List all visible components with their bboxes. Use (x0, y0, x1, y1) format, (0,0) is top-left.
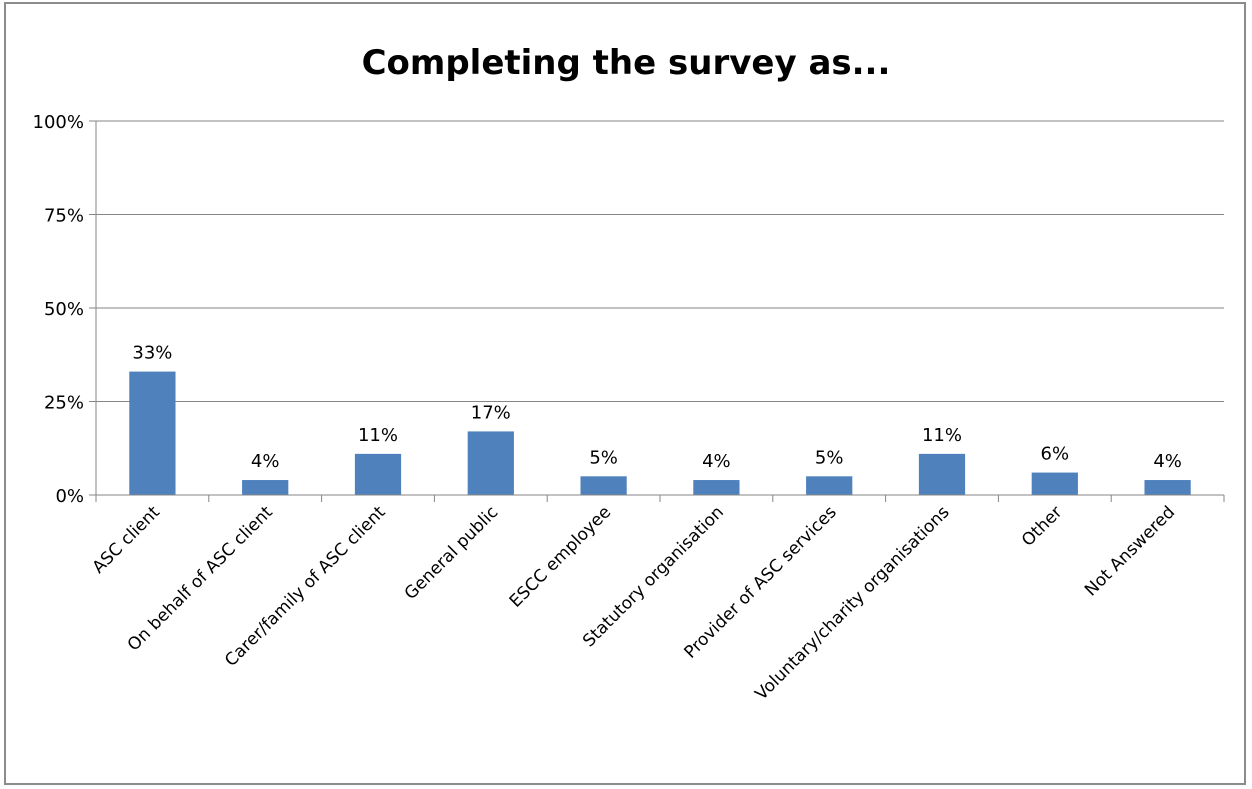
data-label: 5% (815, 447, 844, 468)
chart-frame (4, 2, 1246, 785)
bar (693, 480, 740, 495)
gridlines (96, 120, 1224, 402)
x-category-label: Voluntary/charity organisations (752, 502, 954, 704)
bar (1031, 472, 1078, 495)
data-label: 4% (251, 451, 280, 472)
bars (129, 371, 1191, 495)
x-category-label: General public (401, 502, 503, 604)
bar (1144, 480, 1191, 495)
x-category-label: ASC client (89, 502, 164, 577)
data-label: 6% (1041, 444, 1070, 465)
x-category-label: Other (1018, 502, 1066, 550)
bar (806, 476, 853, 495)
bar (354, 453, 402, 495)
bar (467, 431, 514, 495)
data-label: 5% (589, 447, 618, 468)
data-label: 4% (702, 451, 731, 472)
y-tick-label: 100% (33, 112, 84, 133)
axes (89, 120, 1225, 502)
bar (242, 480, 289, 495)
data-label: 33% (132, 343, 172, 364)
x-category-label: Not Answered (1081, 502, 1179, 600)
x-category-label: ESCC employee (506, 502, 615, 611)
data-label: 17% (471, 402, 511, 423)
data-label: 11% (358, 425, 398, 446)
y-tick-label: 25% (44, 393, 84, 414)
bar (580, 476, 627, 495)
y-tick-label: 0% (55, 486, 84, 507)
data-label: 4% (1153, 451, 1182, 472)
y-tick-label: 50% (44, 299, 84, 320)
y-axis-ticks: 0% 25% 50% 75% 100% (33, 112, 84, 507)
data-label: 11% (922, 425, 962, 446)
bar (129, 371, 176, 495)
y-tick-label: 75% (44, 206, 84, 227)
chart-title: Completing the survey as... (362, 43, 891, 83)
data-labels: 33% 4% 11% 17% 5% 4% 5% 11% 6% 4% (132, 343, 1181, 472)
bar (918, 453, 966, 495)
